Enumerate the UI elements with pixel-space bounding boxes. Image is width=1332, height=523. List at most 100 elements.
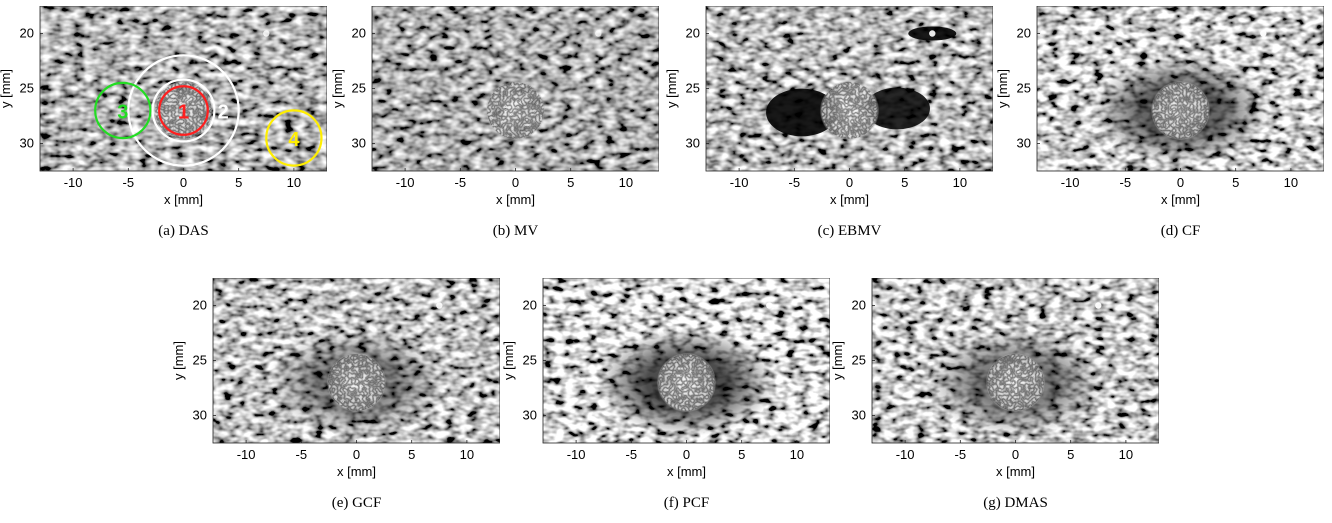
x-tick-label: 0 [846,175,853,190]
x-tick-label: -10 [896,447,915,462]
x-tick-label: -10 [64,175,83,190]
x-axis-label: x [mm] [830,192,869,207]
point-target [929,30,936,37]
point-target [595,30,602,37]
x-axis-label: x [mm] [996,464,1035,479]
y-axis-label: y [mm] [666,69,679,108]
caption-ebmv: (c) EBMV [817,223,882,239]
y-tick-label: 30 [523,408,537,423]
speckle-image [1037,6,1324,171]
caption-gcf: (e) GCF [331,495,382,511]
x-tick-label: -10 [1061,175,1080,190]
speckle-image [40,6,327,171]
y-tick-label: 20 [20,26,34,41]
x-tick-label: -5 [123,175,135,190]
y-tick-label: 30 [193,408,207,423]
y-axis-label: y [mm] [503,341,516,380]
y-tick-label: 30 [686,136,700,151]
x-tick-label: 10 [1284,175,1298,190]
caption-pcf: (f) PCF [663,495,710,511]
x-tick-label: 5 [1232,175,1239,190]
x-tick-label: -10 [396,175,415,190]
x-tick-label: 5 [738,447,745,462]
roi-label-3: 3 [117,102,128,124]
roi-circle-4 [265,109,323,167]
roi-label-2: 2 [218,102,229,124]
x-tick-label: 10 [1119,447,1133,462]
point-target [263,30,270,37]
y-tick-label: 25 [20,81,34,96]
speckle-image [872,278,1159,443]
y-tick-label: 20 [1017,26,1031,41]
y-tick-label: 20 [352,26,366,41]
y-axis-label: y [mm] [997,69,1010,108]
y-tick-label: 20 [193,298,207,313]
speckle-image [372,6,659,171]
ultrasound-plot-dmas: -10 -5 0 5 10 20 25 30 x [mm] y [mm] [830,277,1160,479]
point-target [436,302,443,309]
y-tick-label: 20 [852,298,866,313]
panel-cf: -10 -5 0 5 10 20 25 30 x [mm] y [mm] [995,5,1325,221]
x-tick-label: -5 [789,175,801,190]
y-tick-label: 30 [352,136,366,151]
x-axis-label: x [mm] [667,464,706,479]
caption-das: (a) DAS [158,223,209,239]
x-tick-label: 0 [180,175,187,190]
x-tick-label: 0 [1012,447,1019,462]
speckle-image [706,6,993,171]
y-tick-label: 30 [1017,136,1031,151]
x-axis-label: x [mm] [1161,192,1200,207]
x-tick-label: 10 [460,447,474,462]
y-axis-label: y [mm] [173,341,186,380]
x-tick-label: 0 [683,447,690,462]
point-target [1095,302,1102,309]
y-tick-label: 30 [852,408,866,423]
speckle-image [213,278,500,443]
panel-dmas: -10 -5 0 5 10 20 25 30 x [mm] y [mm] [830,277,1160,493]
y-tick-label: 30 [20,136,34,151]
ultrasound-plot-das: 1 2 3 4 -10 -5 0 5 10 20 25 30 x [mm] y [mm] [0,5,328,207]
caption-cf: (d) CF [1160,223,1201,239]
roi-circle-3 [94,81,152,140]
y-tick-label: 20 [523,298,537,313]
panel-das: 1 2 3 4 -10 -5 0 5 10 20 25 30 x [mm] y [mm] [0,5,328,221]
panel-gcf: -10 -5 0 5 10 20 25 30 x [mm] y [mm] [171,277,501,493]
x-tick-label: 5 [1067,447,1074,462]
ultrasound-plot-ebmv: -10 -5 0 5 10 20 25 30 x [mm] y [mm] [664,5,994,207]
panel-pcf: -10 -5 0 5 10 20 25 30 x [mm] y [mm] [501,277,831,493]
caption-mv: (b) MV [492,223,539,239]
x-tick-label: -5 [296,447,308,462]
x-tick-label: 10 [790,447,804,462]
x-tick-label: 5 [567,175,574,190]
y-tick-label: 25 [1017,81,1031,96]
roi-circle-inner [151,78,216,143]
ultrasound-plot-cf: -10 -5 0 5 10 20 25 30 x [mm] y [mm] [995,5,1325,207]
x-axis-label: x [mm] [164,192,203,207]
y-tick-label: 25 [352,81,366,96]
y-tick-label: 25 [852,353,866,368]
x-tick-label: 5 [901,175,908,190]
x-axis-label: x [mm] [337,464,376,479]
x-tick-label: -5 [955,447,967,462]
y-tick-label: 20 [686,26,700,41]
panel-mv: -10 -5 0 5 10 20 25 30 x [mm] y [mm] [330,5,660,221]
x-tick-label: 10 [619,175,633,190]
ultrasound-plot-gcf: -10 -5 0 5 10 20 25 30 x [mm] y [mm] [171,277,501,479]
caption-dmas: (g) DMAS [983,495,1048,511]
x-tick-label: 0 [512,175,519,190]
speckle-image [543,278,830,443]
x-tick-label: -5 [1120,175,1132,190]
x-tick-label: 0 [353,447,360,462]
x-tick-label: 5 [408,447,415,462]
y-axis-label: y [mm] [332,69,345,108]
ultrasound-plot-pcf: -10 -5 0 5 10 20 25 30 x [mm] y [mm] [501,277,831,479]
x-tick-label: -5 [626,447,638,462]
x-tick-label: 10 [287,175,301,190]
panel-ebmv: -10 -5 0 5 10 20 25 30 x [mm] y [mm] [664,5,994,221]
x-tick-label: 5 [235,175,242,190]
y-axis-label: y [mm] [832,341,845,380]
y-tick-label: 25 [193,353,207,368]
x-axis-label: x [mm] [496,192,535,207]
x-tick-label: -10 [237,447,256,462]
